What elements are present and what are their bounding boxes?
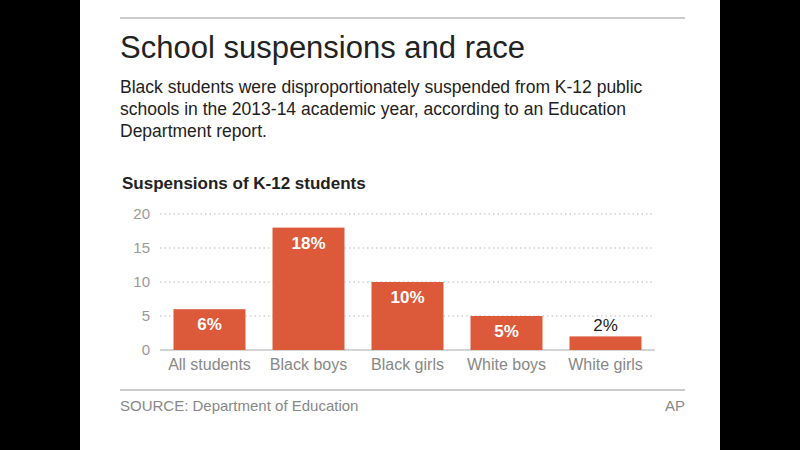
y-tick-label: 0 (142, 341, 150, 358)
x-tick-label: Black girls (371, 356, 444, 373)
bar (471, 316, 543, 350)
data-label: 10% (390, 288, 424, 307)
bar (174, 309, 246, 350)
chart: Suspensions of K-12 students 0 5 10 15 20 6% Al… (80, 0, 720, 450)
chart-title: Suspensions of K-12 students (122, 174, 366, 193)
source: SOURCE: Department of Education (120, 397, 358, 414)
data-label: 2% (593, 316, 618, 335)
bar (372, 282, 444, 350)
grid-line (160, 248, 655, 249)
title: School suspensions and race (120, 30, 525, 66)
data-label: 18% (291, 234, 325, 253)
grid-line (160, 214, 655, 215)
x-tick-label: Black boys (270, 356, 347, 373)
credit: AP (665, 397, 685, 414)
x-tick-label: White boys (467, 356, 546, 373)
bar (570, 336, 642, 350)
bars (174, 228, 642, 350)
y-tick-label: 20 (133, 205, 150, 222)
y-tick-label: 10 (133, 273, 150, 290)
x-tick-label: All students (168, 356, 251, 373)
subtitle: Black students were disproportionately s… (120, 76, 692, 142)
data-label: 5% (494, 322, 519, 341)
y-tick-label: 5 (142, 307, 150, 324)
bottom-rule (120, 390, 685, 391)
data-label: 6% (197, 315, 222, 334)
x-tick-label: White girls (568, 356, 643, 373)
card: School suspensions and race Black student… (80, 0, 720, 450)
top-rule (120, 18, 685, 19)
y-tick-label: 15 (133, 239, 150, 256)
bar (273, 228, 345, 350)
